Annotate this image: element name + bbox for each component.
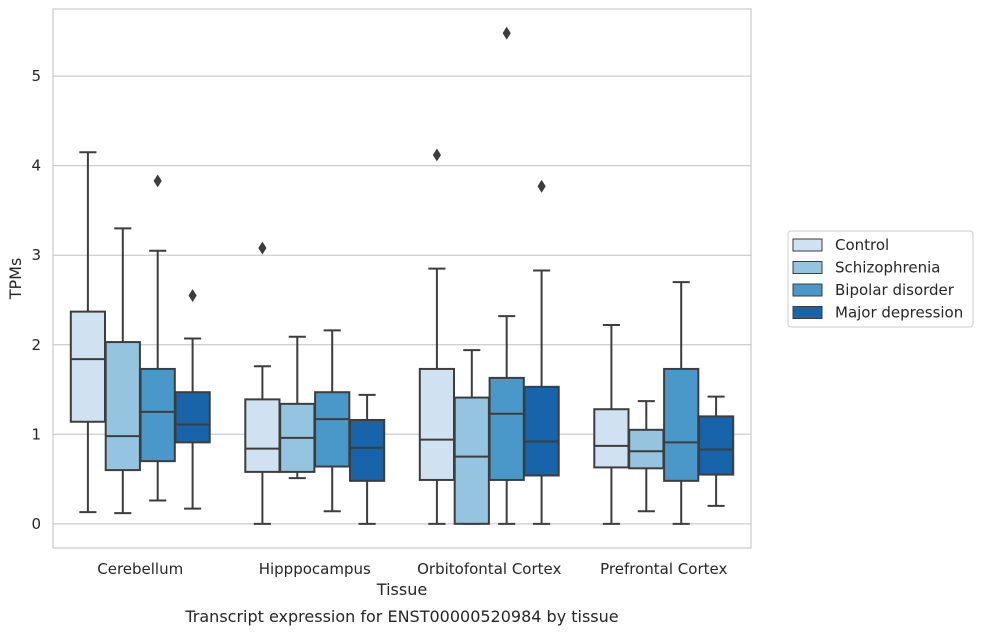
x-axis-title: Tissue — [376, 580, 427, 599]
box-0-2 — [139, 174, 176, 502]
y-tick-label: 4 — [31, 157, 41, 175]
box-iqr — [453, 396, 490, 525]
legend-swatch — [792, 238, 823, 252]
box-1-1 — [279, 335, 316, 480]
box-iqr — [523, 385, 560, 477]
figure-caption: Transcript expression for ENST0000052098… — [184, 607, 618, 626]
y-tick-label: 5 — [31, 67, 41, 85]
box-2-1 — [453, 349, 490, 525]
box-1-2 — [314, 329, 351, 513]
y-tick-label: 2 — [31, 336, 41, 354]
legend-label: Schizophrenia — [835, 259, 940, 277]
x-tick-label: Hipppocampus — [259, 560, 371, 578]
box-iqr — [628, 428, 665, 470]
legend-item: Control — [792, 236, 889, 254]
x-tick-label: Orbitofontal Cortex — [417, 560, 561, 578]
legend-label: Control — [835, 236, 889, 254]
box-3-2 — [663, 281, 700, 525]
box-2-3 — [523, 179, 560, 525]
legend-swatch — [792, 306, 823, 319]
outlier-marker — [537, 179, 546, 193]
box-iqr — [69, 310, 107, 423]
plot-frame — [52, 8, 752, 549]
box-3-0 — [593, 324, 630, 525]
legend-swatch — [792, 261, 823, 274]
legend-item: Schizophrenia — [792, 259, 940, 277]
legend-item: Major depression — [792, 304, 963, 322]
box-iqr — [593, 408, 630, 469]
box-iqr — [104, 341, 141, 472]
x-axis-ticks: Cerebellum Hipppocampus Orbitofontal Corte… — [97, 560, 727, 578]
box-iqr — [697, 415, 735, 476]
box-1-0 — [244, 241, 281, 525]
box-plot-area — [69, 26, 735, 525]
y-axis-title: TPMs — [6, 258, 25, 301]
outlier-marker — [153, 174, 162, 188]
y-tick-label: 0 — [31, 515, 41, 533]
box-iqr — [348, 418, 386, 482]
legend-item: Bipolar disorder — [792, 281, 955, 299]
box-1-3 — [348, 393, 386, 525]
box-0-0 — [69, 151, 107, 514]
y-tick-label: 1 — [31, 425, 41, 443]
x-tick-label: Prefrontal Cortex — [600, 560, 727, 578]
box-0-1 — [104, 227, 141, 515]
legend-label: Bipolar disorder — [835, 281, 955, 299]
box-0-3 — [174, 289, 211, 510]
box-2-2 — [488, 26, 525, 525]
box-iqr — [244, 398, 281, 473]
outlier-marker — [432, 148, 441, 162]
legend-frame — [787, 230, 974, 328]
outlier-marker — [502, 26, 511, 40]
box-iqr — [139, 367, 176, 463]
box-iqr — [418, 367, 456, 481]
box-2-0 — [418, 148, 456, 525]
box-iqr — [314, 391, 351, 468]
outlier-marker — [188, 289, 197, 302]
box-iqr — [174, 391, 211, 444]
outlier-marker — [258, 241, 267, 255]
y-axis-ticks: 0 1 2 3 4 5 — [31, 67, 41, 533]
box-3-3 — [697, 395, 735, 507]
box-iqr — [488, 376, 525, 481]
box-3-1 — [628, 400, 665, 513]
legend-label: Major depression — [835, 304, 963, 322]
legend-swatch — [792, 283, 823, 297]
legend: Control Schizophrenia Bipolar disorder Majo… — [787, 230, 974, 328]
box-iqr — [663, 367, 700, 482]
y-tick-label: 3 — [31, 246, 41, 264]
x-tick-label: Cerebellum — [97, 560, 183, 578]
